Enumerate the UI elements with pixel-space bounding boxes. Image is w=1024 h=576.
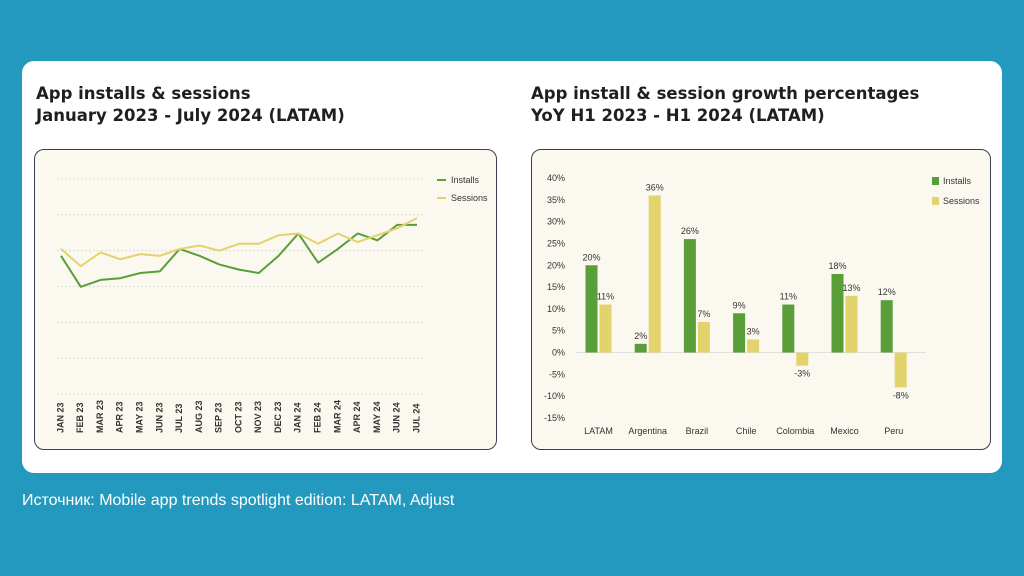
x-tick-label: JUL 24 [411,404,421,433]
data-label: 20% [582,252,600,262]
x-tick-label: JUN 24 [392,402,402,433]
x-tick-label: MAR 24 [332,400,342,433]
x-tick-label: JUN 23 [154,402,164,433]
x-tick-label: Brazil [686,426,709,436]
bar-sessions-latam [599,304,612,353]
legend-swatch-installs [932,177,939,185]
series-line-installs [60,223,417,288]
y-tick-label: -10% [544,391,565,401]
y-tick-label: 40% [547,173,565,183]
data-label: 11% [780,292,797,302]
y-tick-label: 10% [547,304,565,314]
data-label: 12% [878,287,896,297]
y-tick-label: 30% [547,217,565,227]
legend-label-installs: Installs [943,176,972,186]
bar-chart-title-line1: App install & session growth percentages [531,84,920,103]
bar-chart-panel: 40% 35% 30% 25% 20% 15% 10% 5% 0% -5% -10% -15% 20% 1… [531,149,991,450]
y-tick-label: 35% [547,195,565,205]
data-label: 13% [842,283,860,293]
data-label: -3% [794,369,810,379]
bar-sessions-peru [894,352,907,388]
data-label: 7% [697,309,710,319]
bar-sessions-colombia [796,352,809,366]
line-chart-svg: JAN 23 FEB 23 MAR 23 APR 23 MAY 23 JUN 23 JUL … [55,175,488,433]
x-tick-label: NOV 23 [253,401,263,433]
source-caption: Источник: Mobile app trends spotlight ed… [22,492,455,509]
bar-chart-svg: 40% 35% 30% 25% 20% 15% 10% 5% 0% -5% -10% -15% 20% 1… [544,173,980,436]
data-label: 9% [733,300,746,310]
data-label: 2% [634,331,647,341]
data-label: 36% [646,182,664,192]
y-tick-label: 5% [552,326,565,336]
y-tick-label: 20% [547,260,565,270]
x-tick-label: FEB 23 [75,402,85,433]
y-tick-label: 15% [547,282,565,292]
x-tick-label: APR 24 [352,401,362,433]
x-tick-label: MAY 23 [134,401,144,433]
x-tick-label: JAN 24 [293,402,303,433]
x-tick-label: MAY 24 [372,401,382,433]
x-tick-label: JUL 23 [174,404,184,433]
legend-swatch-sessions [932,197,939,205]
legend-label-sessions: Sessions [943,196,980,206]
legend-label-sessions: Sessions [451,193,488,203]
bar-installs-colombia [782,304,795,353]
line-chart-title: App installs & sessions January 2023 - J… [36,83,345,127]
x-tick-label: MAR 23 [95,400,105,433]
content-card: App installs & sessions January 2023 - J… [22,61,1002,473]
data-label: 26% [681,226,699,236]
y-tick-label: 25% [547,238,565,248]
bar-installs-argentina [634,343,647,353]
bar-sessions-chile [747,339,760,353]
data-label: -8% [893,390,909,400]
data-label: 18% [828,261,846,271]
bar-installs-mexico [831,274,844,353]
line-chart-panel: JAN 23 FEB 23 MAR 23 APR 23 MAY 23 JUN 23 JUL … [34,149,497,450]
x-tick-label: Argentina [628,426,667,436]
legend-label-installs: Installs [451,175,480,185]
bar-installs-peru [880,300,893,353]
bar-sessions-argentina [648,195,661,353]
bar-chart-title-line2: YoY H1 2023 - H1 2024 (LATAM) [531,106,825,125]
x-tick-label: LATAM [584,426,613,436]
x-tick-label: Chile [736,426,757,436]
x-tick-label: Mexico [830,426,859,436]
x-tick-label: Colombia [776,426,814,436]
line-chart-title-line1: App installs & sessions [36,84,251,103]
x-tick-label: FEB 24 [312,402,322,433]
y-tick-label: -5% [549,369,565,379]
bar-sessions-mexico [845,295,858,353]
x-tick-label: AUG 23 [194,400,204,433]
series-line-sessions [60,217,418,268]
x-tick-label: SEP 23 [214,403,224,433]
bar-chart-title: App install & session growth percentages… [531,83,919,127]
x-tick-label: APR 23 [115,401,125,433]
y-tick-label: -15% [544,413,565,423]
line-chart-title-line2: January 2023 - July 2024 (LATAM) [36,106,345,125]
x-tick-label: OCT 23 [233,401,243,433]
y-tick-label: 0% [552,348,565,358]
bar-sessions-brazil [697,322,710,353]
x-tick-label: JAN 23 [55,402,65,433]
x-tick-label: DEC 23 [273,401,283,433]
bar-installs-latam [585,265,598,353]
bar-installs-chile [733,313,746,353]
x-tick-label: Peru [884,426,903,436]
bar-installs-brazil [683,239,696,353]
data-label: 11% [597,292,614,302]
data-label: 3% [747,326,760,336]
